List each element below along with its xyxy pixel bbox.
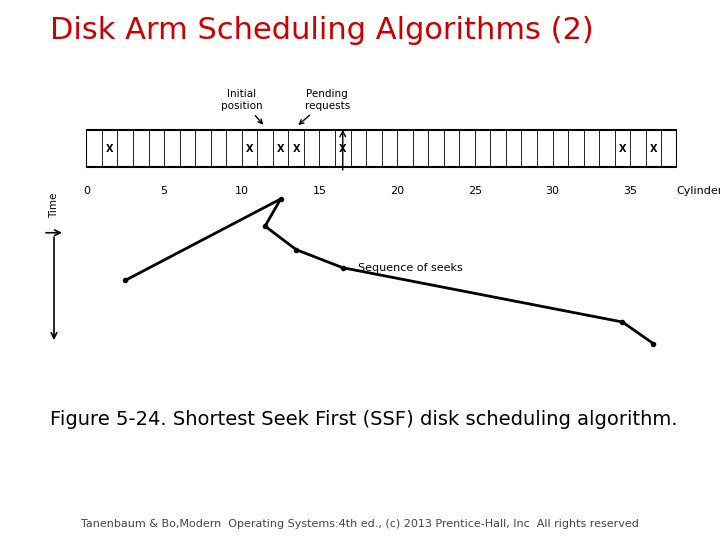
Text: 35: 35: [624, 186, 637, 197]
Text: Figure 5-24. Shortest Seek First (SSF) disk scheduling algorithm.: Figure 5-24. Shortest Seek First (SSF) d…: [50, 410, 678, 429]
Text: Initial
position: Initial position: [221, 89, 263, 124]
Text: X: X: [292, 144, 300, 153]
Text: Sequence of seeks: Sequence of seeks: [351, 263, 462, 273]
Text: 15: 15: [312, 186, 326, 197]
Text: 10: 10: [235, 186, 249, 197]
Text: X: X: [649, 144, 657, 153]
Text: X: X: [277, 144, 284, 153]
Text: Disk Arm Scheduling Algorithms (2): Disk Arm Scheduling Algorithms (2): [50, 16, 594, 45]
Text: X: X: [246, 144, 253, 153]
Text: Time: Time: [49, 193, 59, 218]
Text: 5: 5: [161, 186, 168, 197]
Text: X: X: [618, 144, 626, 153]
Text: Cylinder: Cylinder: [677, 186, 720, 197]
Text: X: X: [339, 144, 346, 153]
Text: 20: 20: [390, 186, 404, 197]
Text: Tanenbaum & Bo,Modern  Operating Systems:4th ed., (c) 2013 Prentice-Hall, Inc  A: Tanenbaum & Bo,Modern Operating Systems:…: [81, 519, 639, 529]
Text: 0: 0: [83, 186, 90, 197]
Bar: [86, 130, 677, 167]
Text: 30: 30: [546, 186, 559, 197]
Text: Pending
requests: Pending requests: [300, 89, 350, 124]
Text: 25: 25: [468, 186, 482, 197]
Text: X: X: [106, 144, 114, 153]
